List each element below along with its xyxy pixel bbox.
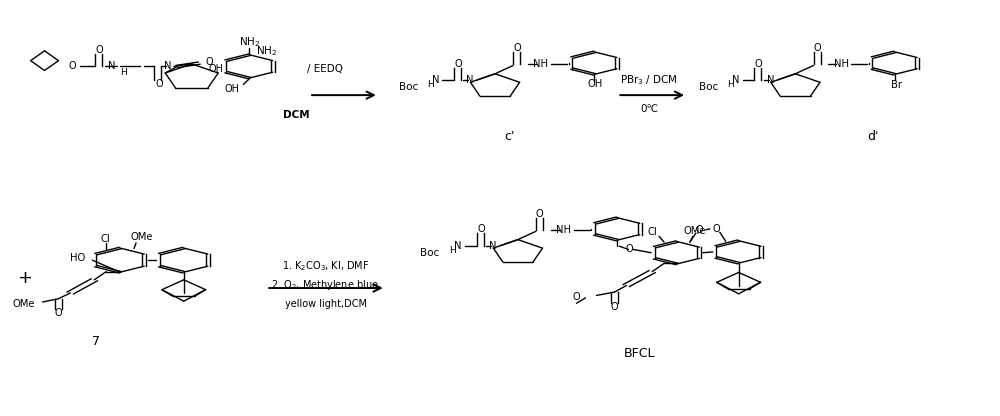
Text: N: N: [108, 62, 116, 72]
Text: PBr$_3$ / DCM: PBr$_3$ / DCM: [620, 73, 678, 87]
Text: N: N: [164, 62, 172, 72]
Text: OMe: OMe: [12, 299, 35, 309]
Text: OH: OH: [224, 84, 239, 94]
Text: N: N: [767, 75, 774, 85]
Text: NH$_2$: NH$_2$: [239, 36, 260, 50]
Text: OH: OH: [209, 64, 224, 74]
Text: O: O: [477, 224, 485, 234]
Text: H: H: [120, 68, 126, 77]
Text: O: O: [813, 43, 821, 53]
Text: N: N: [732, 75, 739, 85]
Text: d': d': [867, 131, 879, 144]
Text: H: H: [727, 80, 734, 89]
Text: HO: HO: [70, 253, 85, 263]
Text: 1. K$_2$CO$_3$, KI, DMF: 1. K$_2$CO$_3$, KI, DMF: [282, 260, 370, 273]
Text: N: N: [432, 75, 439, 85]
Text: NH$_2$: NH$_2$: [256, 44, 277, 58]
Text: O: O: [713, 224, 721, 234]
Text: NH: NH: [556, 225, 571, 235]
Text: Boc: Boc: [420, 248, 440, 258]
Text: O: O: [69, 62, 76, 72]
Text: NH: NH: [533, 59, 548, 69]
Text: Boc: Boc: [699, 82, 718, 92]
Text: N: N: [489, 241, 497, 251]
Text: NH: NH: [834, 59, 849, 69]
Text: c': c': [505, 131, 515, 144]
Text: OMe: OMe: [684, 225, 706, 235]
Text: O: O: [205, 57, 213, 67]
Text: BFCL: BFCL: [623, 347, 655, 360]
Text: / EEDQ: / EEDQ: [307, 64, 343, 74]
Text: 2. O$_2$, Methylene blue,: 2. O$_2$, Methylene blue,: [271, 278, 381, 292]
Text: Cl: Cl: [100, 234, 110, 244]
Text: yellow light,DCM: yellow light,DCM: [285, 300, 367, 310]
Text: O: O: [95, 45, 103, 55]
Text: O: O: [513, 43, 521, 53]
Text: 7: 7: [92, 335, 100, 348]
Text: +: +: [17, 269, 32, 287]
Text: H: H: [449, 246, 456, 255]
Text: OH: OH: [588, 79, 603, 89]
Text: H: H: [427, 80, 434, 89]
Text: Br: Br: [891, 80, 902, 90]
Text: 0℃: 0℃: [640, 104, 658, 114]
Text: O: O: [454, 59, 462, 69]
Text: O: O: [155, 79, 163, 89]
Text: O: O: [611, 302, 618, 312]
Text: N: N: [466, 75, 474, 85]
Text: O: O: [573, 292, 580, 302]
Text: DCM: DCM: [283, 110, 309, 120]
Text: O: O: [536, 209, 544, 219]
Text: N: N: [454, 241, 462, 251]
Text: Boc: Boc: [399, 82, 418, 92]
Text: O: O: [625, 245, 633, 255]
Text: O: O: [695, 225, 703, 235]
Text: OMe: OMe: [131, 232, 153, 242]
Text: O: O: [55, 308, 62, 318]
Text: O: O: [755, 59, 762, 69]
Text: Cl: Cl: [647, 227, 657, 237]
